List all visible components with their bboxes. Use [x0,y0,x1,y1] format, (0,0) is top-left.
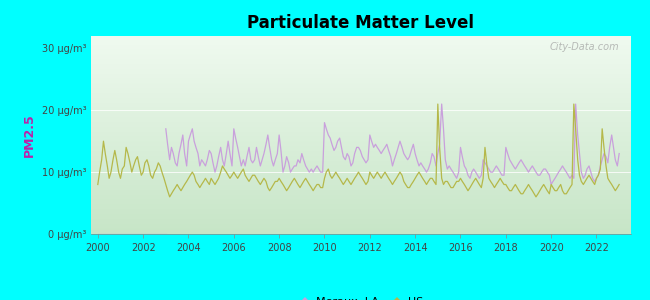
Y-axis label: PM2.5: PM2.5 [23,113,36,157]
Text: City-Data.com: City-Data.com [550,42,619,52]
Title: Particulate Matter Level: Particulate Matter Level [247,14,474,32]
Legend: Meraux, LA, US: Meraux, LA, US [294,293,428,300]
